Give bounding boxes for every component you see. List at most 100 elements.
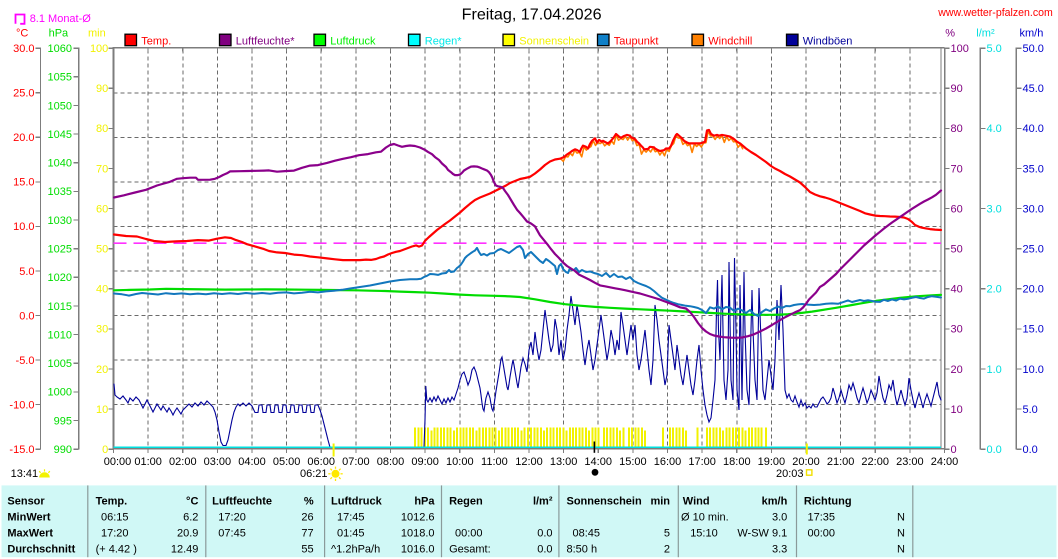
svg-text:0.0: 0.0 (537, 543, 552, 555)
svg-text:13:00: 13:00 (550, 456, 578, 468)
svg-text:20:03: 20:03 (776, 468, 804, 480)
svg-text:Richtung: Richtung (804, 495, 852, 507)
svg-text:Luftdruck: Luftdruck (331, 495, 383, 507)
svg-text:50.0: 50.0 (1023, 43, 1044, 55)
svg-text:1012.6: 1012.6 (401, 511, 435, 523)
svg-text:15:00: 15:00 (619, 456, 647, 468)
svg-text:30.0: 30.0 (13, 43, 34, 55)
svg-text:Luftfeuchte*: Luftfeuchte* (236, 35, 295, 47)
svg-text:00:00: 00:00 (104, 456, 132, 468)
svg-text:40: 40 (96, 284, 108, 296)
svg-text:10.0: 10.0 (13, 221, 34, 233)
svg-text:Sensor: Sensor (7, 495, 45, 507)
svg-text:1030: 1030 (48, 215, 72, 227)
svg-text:Gesamt:: Gesamt: (449, 543, 491, 555)
svg-text:1035: 1035 (48, 186, 72, 198)
svg-text:www.wetter-pfalzen.com: www.wetter-pfalzen.com (937, 7, 1052, 19)
svg-text:MinWert: MinWert (7, 511, 51, 523)
svg-text:13:41: 13:41 (11, 468, 39, 480)
svg-text:60: 60 (951, 203, 963, 215)
svg-text:Luftfeuchte: Luftfeuchte (212, 495, 272, 507)
svg-text:Temp.: Temp. (96, 495, 128, 507)
svg-text:5.0: 5.0 (1023, 404, 1038, 416)
svg-text:21:00: 21:00 (827, 456, 855, 468)
svg-text:hPa: hPa (49, 28, 69, 40)
svg-text:1020: 1020 (48, 272, 72, 284)
svg-text:40.0: 40.0 (1023, 123, 1044, 135)
svg-text:20:00: 20:00 (792, 456, 820, 468)
svg-text:N: N (897, 543, 905, 555)
svg-text:00:00: 00:00 (808, 527, 836, 539)
svg-text:70: 70 (96, 163, 108, 175)
svg-text:(+ 4.42 ): (+ 4.42 ) (96, 543, 137, 555)
svg-text:50: 50 (96, 244, 108, 256)
svg-text:77: 77 (301, 527, 313, 539)
svg-text:30: 30 (951, 324, 963, 336)
svg-text:12.49: 12.49 (171, 543, 199, 555)
svg-text:1050: 1050 (48, 100, 72, 112)
svg-text:22:00: 22:00 (861, 456, 889, 468)
svg-text:17:20: 17:20 (218, 511, 246, 523)
svg-text:50: 50 (951, 244, 963, 256)
svg-text:3.3: 3.3 (772, 543, 787, 555)
svg-text:Sonnenschein: Sonnenschein (519, 35, 589, 47)
svg-text:Luftdruck: Luftdruck (330, 35, 376, 47)
svg-text:1045: 1045 (48, 129, 72, 141)
svg-text:^1.2hPa/h: ^1.2hPa/h (331, 543, 380, 555)
svg-text:45.0: 45.0 (1023, 83, 1044, 95)
svg-text:6.2: 6.2 (183, 511, 198, 523)
svg-text:min: min (88, 28, 106, 40)
svg-text:1040: 1040 (48, 158, 72, 170)
svg-text:10.0: 10.0 (1023, 364, 1044, 376)
svg-text:17:35: 17:35 (808, 511, 836, 523)
svg-text:01:45: 01:45 (337, 527, 365, 539)
svg-text:40: 40 (951, 284, 963, 296)
svg-text:0: 0 (102, 444, 108, 456)
svg-text:35.0: 35.0 (1023, 163, 1044, 175)
svg-text:80: 80 (951, 123, 963, 135)
svg-text:90: 90 (96, 83, 108, 95)
svg-text:Wind: Wind (683, 495, 710, 507)
svg-text:990: 990 (54, 444, 72, 456)
svg-text:07:00: 07:00 (342, 456, 370, 468)
svg-text:17:00: 17:00 (688, 456, 716, 468)
svg-text:03:00: 03:00 (204, 456, 232, 468)
svg-text:18:00: 18:00 (723, 456, 751, 468)
svg-text:20: 20 (951, 364, 963, 376)
svg-text:80: 80 (96, 123, 108, 135)
svg-text:995: 995 (54, 415, 72, 427)
svg-text:1060: 1060 (48, 43, 72, 55)
svg-text:3.0: 3.0 (772, 511, 787, 523)
svg-text:1018.0: 1018.0 (401, 527, 435, 539)
svg-text:Temp.: Temp. (141, 35, 171, 47)
svg-text:06:15: 06:15 (101, 511, 129, 523)
svg-text:15:10: 15:10 (690, 527, 718, 539)
svg-text:07:45: 07:45 (218, 527, 246, 539)
svg-text:1016.0: 1016.0 (401, 543, 435, 555)
svg-text:30.0: 30.0 (1023, 203, 1044, 215)
svg-text:09:00: 09:00 (411, 456, 439, 468)
svg-text:Sonnenschein: Sonnenschein (567, 495, 642, 507)
svg-text:l/m²: l/m² (533, 495, 553, 507)
svg-text:100: 100 (90, 43, 108, 55)
svg-text:l/m²: l/m² (976, 28, 995, 40)
svg-text:100: 100 (951, 43, 969, 55)
svg-text:15.0: 15.0 (13, 177, 34, 189)
svg-text:°C: °C (16, 28, 28, 40)
svg-text:1000: 1000 (48, 387, 72, 399)
svg-text:1.0: 1.0 (987, 364, 1002, 376)
svg-text:14:00: 14:00 (584, 456, 612, 468)
svg-text:10: 10 (951, 404, 963, 416)
svg-text:17:20: 17:20 (101, 527, 129, 539)
svg-text:30: 30 (96, 324, 108, 336)
svg-text:0.0: 0.0 (19, 310, 34, 322)
svg-text:8:50 h: 8:50 h (567, 543, 598, 555)
svg-text:01:00: 01:00 (134, 456, 162, 468)
svg-text:20: 20 (96, 364, 108, 376)
svg-text:km/h: km/h (1020, 28, 1044, 40)
svg-text:05:00: 05:00 (273, 456, 301, 468)
svg-text:-15.0: -15.0 (9, 444, 34, 456)
svg-text:Taupunkt: Taupunkt (614, 35, 659, 47)
svg-text:Windchill: Windchill (708, 35, 752, 47)
svg-text:1005: 1005 (48, 358, 72, 370)
